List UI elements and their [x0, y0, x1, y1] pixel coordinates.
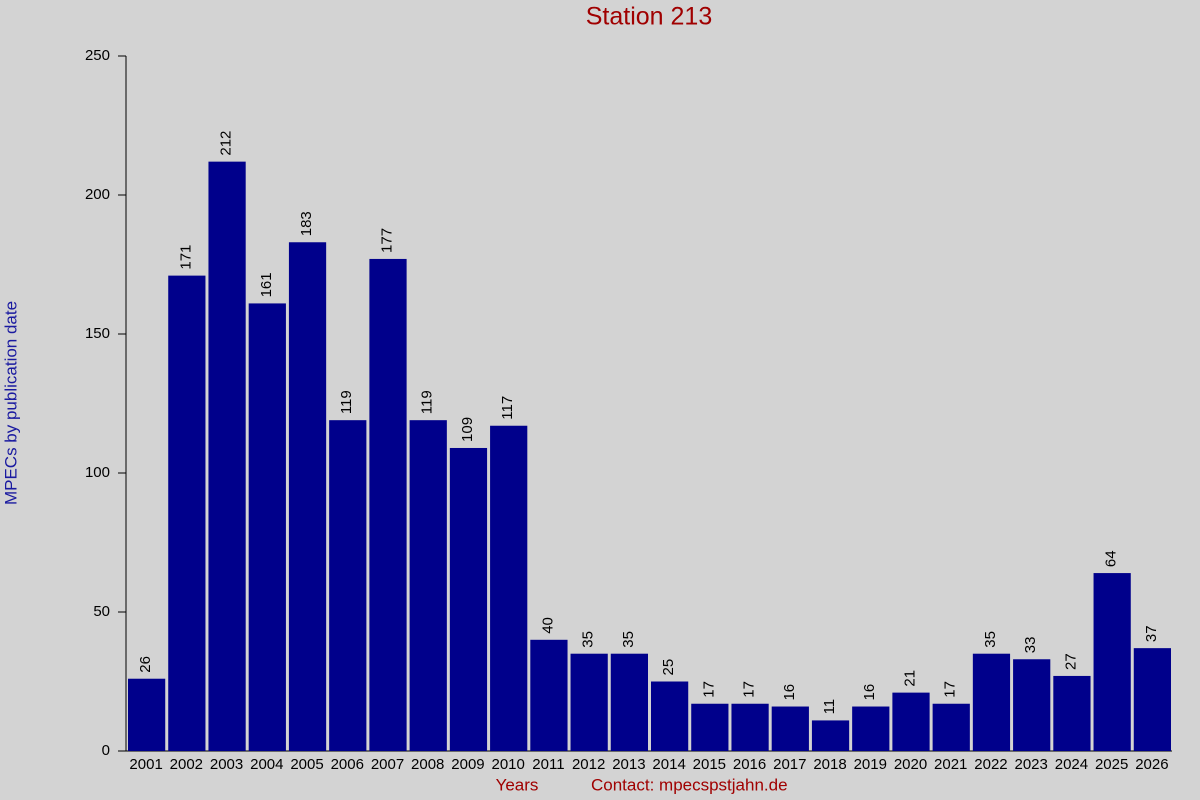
bar	[610, 653, 648, 751]
y-axis-label: MPECs by publication date	[1, 301, 20, 505]
x-tick-label: 2014	[652, 756, 685, 773]
bar	[570, 653, 608, 751]
x-tick-label: 2026	[1135, 756, 1168, 773]
value-label: 64	[1103, 550, 1120, 567]
bar	[409, 420, 447, 751]
x-tick-label: 2011	[532, 756, 564, 773]
contact: Contact: mpecspstjahn.de	[591, 775, 788, 794]
x-axis-label: Years	[496, 775, 539, 794]
x-tick-label: 2002	[170, 756, 203, 773]
value-label: 26	[137, 656, 154, 673]
value-label: 21	[901, 670, 918, 687]
value-label: 16	[861, 684, 878, 701]
value-label: 161	[258, 272, 275, 297]
x-tick-label: 2025	[1095, 756, 1128, 773]
x-tick-label: 2004	[250, 756, 283, 773]
value-label: 37	[1143, 625, 1160, 642]
bar	[449, 447, 488, 751]
x-tick-label: 2015	[693, 756, 726, 773]
x-tick-label: 2008	[411, 756, 444, 773]
value-label: 177	[378, 228, 395, 253]
bar	[329, 420, 367, 751]
bar	[972, 653, 1011, 751]
x-tick-label: 2018	[813, 756, 846, 773]
x-tick-label: 2003	[210, 756, 243, 773]
value-label: 35	[982, 631, 999, 648]
x-tick-label: 2016	[733, 756, 766, 773]
y-tick-label: 200	[85, 186, 110, 203]
bar	[892, 692, 930, 751]
value-label: 25	[660, 659, 677, 676]
value-label: 117	[499, 396, 516, 420]
bar	[490, 425, 528, 751]
x-tick-label: 2009	[451, 756, 484, 773]
value-label: 33	[1022, 637, 1039, 654]
x-tick-label: 2022	[974, 756, 1007, 773]
bar	[208, 161, 246, 751]
x-tick-label: 2001	[129, 756, 162, 773]
x-tick-label: 2019	[854, 756, 887, 773]
value-label: 16	[781, 684, 798, 701]
x-tick-label: 2012	[572, 756, 605, 773]
y-tick-label: 50	[93, 603, 110, 620]
chart-title: Station 213	[586, 3, 713, 31]
bar	[1053, 675, 1091, 751]
x-tick-label: 2023	[1015, 756, 1048, 773]
x-tick-label: 2020	[894, 756, 927, 773]
x-tick-label: 2021	[934, 756, 967, 773]
bar	[731, 703, 769, 751]
x-tick-label: 2010	[492, 756, 525, 773]
value-label: 17	[741, 681, 758, 698]
value-label: 119	[338, 390, 355, 414]
bar	[369, 258, 407, 751]
bar	[1133, 648, 1171, 751]
value-label: 119	[419, 390, 436, 414]
value-label: 17	[942, 681, 959, 698]
value-label: 27	[1062, 653, 1079, 670]
y-tick-label: 250	[85, 47, 110, 64]
y-tick-label: 0	[102, 742, 110, 759]
bar	[771, 706, 809, 751]
value-label: 40	[539, 617, 556, 634]
value-label: 35	[580, 631, 597, 648]
y-tick-label: 100	[85, 464, 110, 481]
bar	[168, 275, 206, 751]
bar	[1013, 659, 1051, 751]
bar	[530, 639, 568, 751]
bar	[248, 303, 286, 751]
value-label: 17	[700, 681, 717, 698]
bar	[932, 703, 970, 751]
x-tick-label: 2005	[290, 756, 323, 773]
x-tick-label: 2024	[1055, 756, 1088, 773]
value-label: 35	[620, 631, 637, 648]
value-label: 171	[177, 245, 194, 270]
y-tick-label: 150	[85, 325, 110, 342]
x-tick-label: 2006	[331, 756, 364, 773]
bar	[811, 720, 850, 751]
value-label: 183	[298, 211, 315, 236]
x-tick-label: 2007	[371, 756, 404, 773]
bar	[651, 681, 689, 751]
bar	[852, 706, 890, 751]
x-tick-label: 2013	[612, 756, 645, 773]
bar	[691, 703, 729, 751]
value-label: 212	[218, 131, 235, 156]
value-label: 109	[459, 417, 476, 442]
x-tick-label: 2017	[773, 756, 806, 773]
bar	[288, 242, 327, 751]
value-label: 11	[821, 699, 838, 715]
bar	[128, 678, 166, 751]
bar	[1093, 573, 1131, 751]
